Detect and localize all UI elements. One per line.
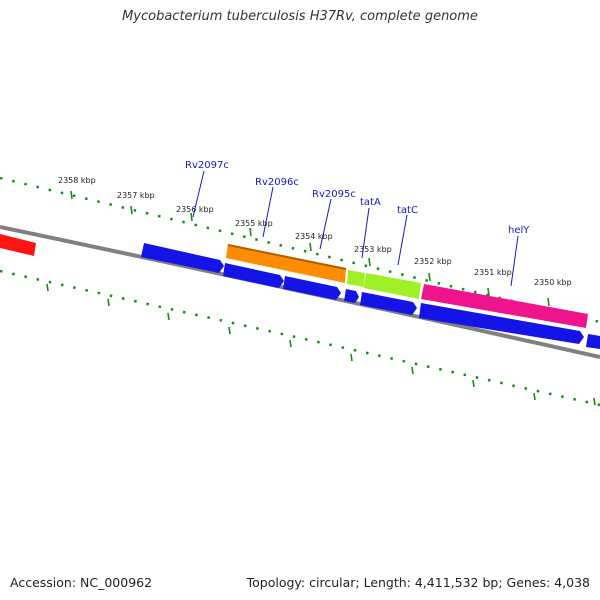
gene-feature <box>283 276 341 300</box>
gene-feature <box>141 243 224 273</box>
gene-feature <box>0 234 36 256</box>
inner-major-ticks <box>46 283 596 406</box>
gene-label-tatc: tatC <box>397 205 418 216</box>
topology-text: Topology: circular; Length: 4,411,532 bp… <box>246 575 590 590</box>
scale-label-2354: 2354 kbp <box>295 232 333 241</box>
gene-feature <box>223 263 284 288</box>
gene-labels: Rv2097c Rv2096c Rv2095c tatA tatC helY <box>185 160 530 236</box>
accession-text: Accession: NC_000962 <box>10 575 153 590</box>
gene-label-tata: tatA <box>360 197 381 208</box>
scale-label-2353: 2353 kbp <box>354 245 392 254</box>
scale-label-2355: 2355 kbp <box>235 219 273 228</box>
scale-label-2358: 2358 kbp <box>58 176 96 185</box>
scale-label-2357: 2357 kbp <box>117 191 155 200</box>
gene-feature <box>421 284 588 328</box>
outer-major-ticks <box>70 190 550 307</box>
gene-feature <box>360 292 417 315</box>
scale-label-2350: 2350 kbp <box>534 278 572 287</box>
gene-label-rv2097c: Rv2097c <box>185 160 229 171</box>
gene-label-rv2095c: Rv2095c <box>312 189 356 200</box>
scale-label-2351: 2351 kbp <box>474 268 512 277</box>
forward-features <box>0 234 588 328</box>
map-title: Mycobacterium tuberculosis H37Rv, comple… <box>122 9 478 24</box>
gene-label-rv2096c: Rv2096c <box>255 177 299 188</box>
gene-label-lines <box>192 170 519 287</box>
reverse-features <box>141 243 600 349</box>
scale-label-2352: 2352 kbp <box>414 257 452 266</box>
gene-feature <box>419 303 584 344</box>
inner-tick-track <box>0 269 600 407</box>
gene-feature <box>347 270 365 287</box>
gene-feature <box>226 244 346 283</box>
gene-feature <box>586 334 600 349</box>
gene-feature <box>344 289 359 303</box>
gene-label-hely: helY <box>508 225 530 236</box>
gene-feature <box>364 273 421 299</box>
